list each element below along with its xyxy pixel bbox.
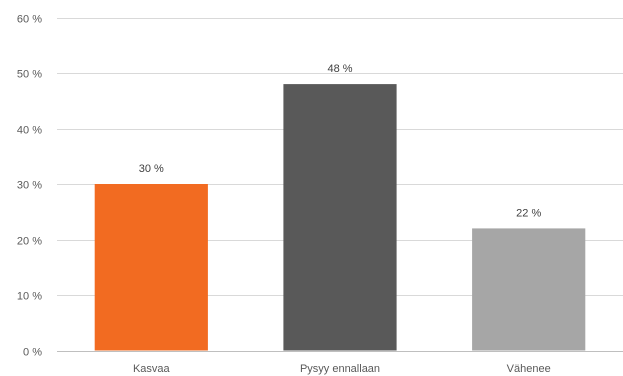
category-label: Pysyy ennallaan — [300, 363, 380, 375]
data-label: 22 % — [516, 207, 541, 219]
bars: 30 % 48 % 22 % — [94, 63, 586, 351]
bar-0 — [94, 184, 208, 351]
category-label: Kasvaa — [133, 363, 171, 375]
data-label: 48 % — [327, 63, 352, 75]
x-axis: Kasvaa Pysyy ennallaan Vähenee — [133, 363, 551, 375]
bar-2 — [472, 228, 586, 351]
y-tick-label: 40 % — [17, 125, 42, 137]
y-tick-label: 60 % — [17, 14, 42, 26]
bar-1 — [283, 84, 397, 351]
y-tick-label: 30 % — [17, 180, 42, 192]
y-tick-label: 20 % — [17, 236, 42, 248]
y-axis: 0 % 10 % 20 % 30 % 40 % 50 % 60 % — [17, 14, 42, 359]
y-tick-label: 50 % — [17, 69, 42, 81]
y-tick-label: 10 % — [17, 291, 42, 303]
data-label: 30 % — [139, 163, 164, 175]
category-label: Vähenee — [507, 363, 551, 375]
y-tick-label: 0 % — [23, 347, 42, 359]
